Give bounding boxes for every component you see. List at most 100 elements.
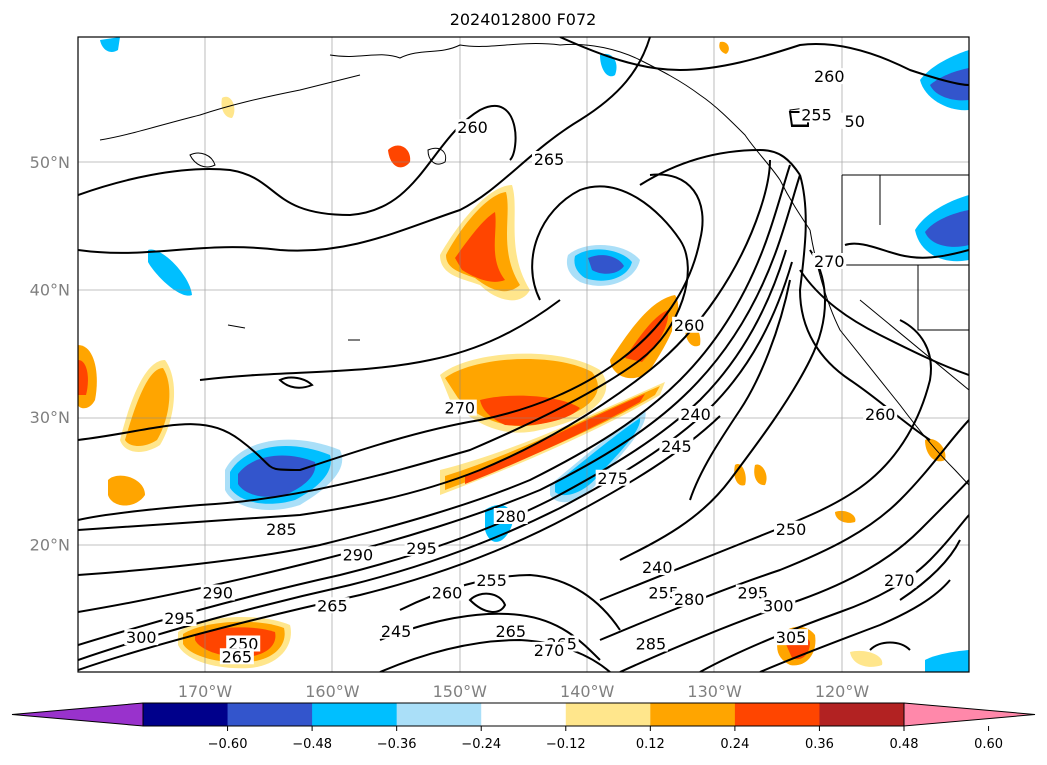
contour-label: 260 [672,316,707,335]
contour-labels: 260 265 260 255 270 270 260 240 245 275 280 285 290 2… [124,67,917,666]
contour-label: 265 [493,622,528,641]
contour-label: 245 [379,622,414,641]
contour-label-text: 270 [884,571,915,590]
shading-layer [78,37,969,672]
colorbar-tick-label: −0.12 [546,737,586,752]
contour-label: 300 [124,628,159,647]
contour-label: 260 [812,67,847,86]
contour-label: 285 [264,520,299,539]
contour-label: 250 [774,520,809,539]
contour-label: 290 [340,545,375,564]
contour-label-text: 280 [495,507,526,526]
contour-label: 255 [474,571,509,590]
latitude-tick-labels: 50°N 40°N 30°N 20°N [30,153,70,555]
contour-label: 285 [633,635,668,654]
lat-tick-label: 40°N [30,281,70,300]
contour-label: 255 [799,105,834,124]
colorbar-segment [312,703,398,726]
contour-label: 265 [315,596,350,615]
lon-tick-label: 160°W [305,682,360,701]
contour-label-text: 290 [343,545,374,564]
contour-label-text: 260 [432,584,463,603]
colorbar: −0.60 −0.48 −0.36 −0.24 −0.12 0.12 0.24 0.36 0.4… [11,702,1036,752]
colorbar-segment [565,703,651,726]
contour-label-text: 255 [801,105,832,124]
figure-title: 2024012800 F072 [450,10,597,29]
contour-lines [78,37,969,672]
contour-label-text: 50 [845,112,865,131]
lon-tick-label: 130°W [687,682,742,701]
contour-label: 260 [430,584,465,603]
colorbar-tick-label: 0.12 [636,737,665,752]
colorbar-tick-label: 0.48 [890,737,919,752]
lat-tick-label: 30°N [30,408,70,427]
contour-label: 295 [404,539,439,558]
colorbar-segment [143,703,229,726]
lat-tick-label: 50°N [30,153,70,172]
contour-label: 270 [531,641,566,660]
colorbar-segment [734,703,820,726]
contour-label: 270 [812,252,847,271]
colorbar-tick-label: −0.48 [292,737,332,752]
contour-label: 280 [493,507,528,526]
contour-label: 295 [735,584,770,603]
colorbar-extend-low [11,702,144,727]
contour-label: 300 [761,596,796,615]
contour-label-text: 280 [674,590,705,609]
contour-label-text: 265 [317,596,348,615]
contour-label-text: 240 [680,405,711,424]
colorbar-segment [650,703,736,726]
contour-label-text: 300 [126,628,157,647]
colorbar-tick-label: −0.36 [377,737,417,752]
colorbar-segment [819,703,905,726]
colorbar-tick-label: 0.36 [805,737,834,752]
contour-label-text: 275 [597,469,628,488]
contour-label-text: 305 [776,628,807,647]
contour-label-text: 295 [406,539,437,558]
contour-label-text: 265 [534,150,565,169]
colorbar-extend-high [903,702,1036,727]
contour-label: 50 [837,112,872,131]
colorbar-tick-label: −0.60 [208,737,248,752]
lat-tick-label: 20°N [30,536,70,555]
contour-label: 240 [678,405,713,424]
contour-label-text: 285 [266,520,297,539]
lon-tick-label: 170°W [178,682,233,701]
contour-label: 270 [442,399,477,418]
colorbar-tick-label: −0.24 [461,737,501,752]
contour-label: 240 [640,558,675,577]
contour-label-text: 270 [445,399,476,418]
contour-label: 295 [162,609,197,628]
contour-label-text: 240 [642,558,673,577]
colorbar-segment [481,703,567,726]
map-frame [77,36,970,673]
contour-label: 280 [672,590,707,609]
negative-blob-central [566,244,640,286]
contour-label-text: 255 [648,584,679,603]
colorbar-segment [227,703,313,726]
colorbar-segment [396,703,482,726]
contour-label: 305 [774,628,809,647]
negative-blob-west [225,439,343,510]
contour-label: 275 [595,469,630,488]
contour-label: 260 [455,118,490,137]
contour-label-text: 245 [381,622,412,641]
contour-label-text: 260 [457,118,488,137]
colorbar-frame [142,702,905,727]
contour-label-text: 260 [865,405,896,424]
contour-label: 290 [200,584,235,603]
contour-label: 265 [531,150,566,169]
longitude-tick-labels: 170°W 160°W 150°W 140°W 130°W 120°W [178,682,870,701]
contour-label-text: 245 [661,437,692,456]
colorbar-tick-label: 0.60 [974,737,1003,752]
contour-label-text: 270 [814,252,845,271]
contour-label-text: 250 [776,520,807,539]
lon-tick-label: 120°W [815,682,870,701]
contour-label-text: 255 [476,571,507,590]
contour-label: 260 [863,405,898,424]
lon-tick-label: 140°W [560,682,615,701]
lon-tick-label: 150°W [433,682,488,701]
contour-label-text: 285 [636,635,667,654]
contour-label-text: 290 [202,584,233,603]
